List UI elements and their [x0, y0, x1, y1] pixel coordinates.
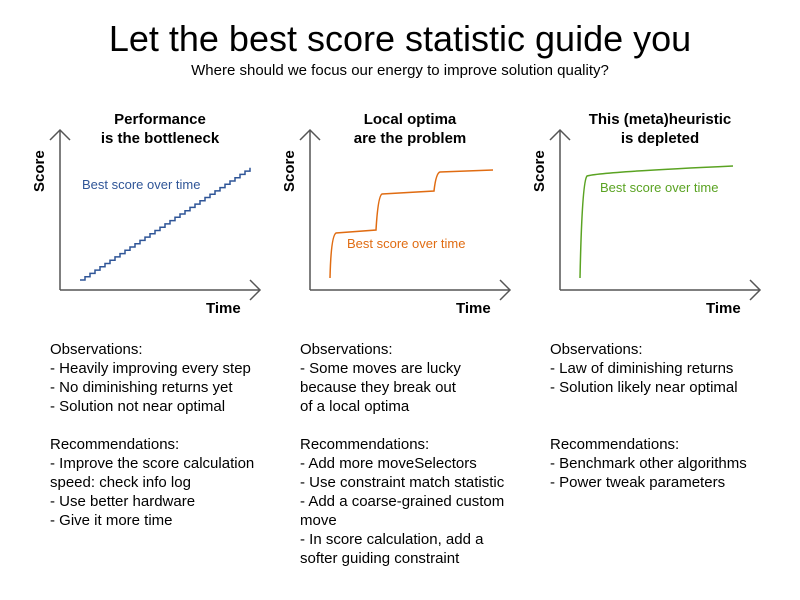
y-axis-arrowhead-icon-performance: [49, 128, 71, 141]
panel-title-depleted: This (meta)heuristic is depleted: [540, 110, 780, 148]
y-axis-label: Score: [281, 150, 298, 192]
recommendation-item: - Benchmark other algorithms: [550, 455, 747, 472]
observations-heading: Observations:: [550, 341, 643, 358]
observation-item: - Law of diminishing returns: [550, 360, 734, 377]
observations-heading: Observations:: [50, 341, 143, 358]
best-score-curve-local-optima: [329, 169, 494, 279]
panel-title-line: This (meta)heuristic: [588, 111, 732, 128]
recommendations-heading: Recommendations:: [550, 436, 680, 453]
x-axis-label: Time: [706, 300, 741, 317]
panel-title-local-optima: Local optima are the problem: [290, 110, 530, 148]
panel-title-line: Performance: [114, 111, 206, 128]
page-title: Let the best score statistic guide you: [108, 18, 692, 59]
recommendation-item: - Use better hardware: [50, 493, 196, 510]
y-axis-label: Score: [531, 150, 548, 192]
recommendations-heading: Recommendations:: [50, 436, 180, 453]
panel-title-line: is depleted: [620, 130, 700, 147]
recommendation-item: - In score calculation, add a: [300, 531, 484, 548]
recommendation-item: - Add a coarse-grained custom: [300, 493, 505, 510]
recommendation-item: softer guiding constraint: [300, 550, 460, 567]
observation-item: - Heavily improving every step: [50, 360, 251, 377]
panel-title-line: is the bottleneck: [100, 130, 220, 147]
best-score-curve-depleted: [579, 165, 734, 279]
x-axis-label: Time: [206, 300, 241, 317]
best-score-curve-performance: [80, 167, 251, 281]
panel-title-line: are the problem: [353, 130, 467, 147]
observations-heading: Observations:: [300, 341, 393, 358]
notes-depleted: Observations: - Law of diminishing return…: [550, 340, 747, 492]
recommendations-heading: Recommendations:: [300, 436, 430, 453]
x-axis-arrowhead-icon-depleted: [749, 279, 762, 301]
recommendation-item: - Give it more time: [50, 512, 173, 529]
y-axis-arrowhead-icon-depleted: [549, 128, 571, 141]
recommendation-item: - Improve the score calculation: [50, 455, 255, 472]
observation-item: - No diminishing returns yet: [50, 379, 233, 396]
curve-label: Best score over time: [82, 177, 201, 192]
y-axis-arrowhead-icon-local-optima: [299, 128, 321, 141]
recommendation-item: - Use constraint match statistic: [300, 474, 505, 491]
observation-item: - Solution not near optimal: [50, 398, 226, 415]
recommendation-item: - Power tweak parameters: [550, 474, 726, 491]
panel-title-line: Local optima: [363, 111, 457, 128]
y-axis-label: Score: [31, 150, 48, 192]
curve-label: Best score over time: [600, 180, 719, 195]
x-axis-arrowhead-icon-local-optima: [499, 279, 512, 301]
recommendation-item: move: [300, 512, 337, 529]
observation-item: - Solution likely near optimal: [550, 379, 738, 396]
notes-local-optima: Observations: - Some moves are lucky becau…: [300, 340, 504, 568]
observation-item: because they break out: [300, 379, 456, 396]
x-axis-arrowhead-icon-performance: [249, 279, 262, 301]
recommendation-item: - Add more moveSelectors: [300, 455, 477, 472]
panel-title-performance: Performance is the bottleneck: [40, 110, 280, 148]
x-axis-label: Time: [456, 300, 491, 317]
notes-performance: Observations: - Heavily improving every s…: [50, 340, 254, 530]
curve-label: Best score over time: [347, 236, 466, 251]
recommendation-item: speed: check info log: [50, 474, 191, 491]
observation-item: of a local optima: [300, 398, 410, 415]
page-subtitle: Where should we focus our energy to impr…: [191, 62, 609, 79]
observation-item: - Some moves are lucky: [300, 360, 461, 377]
